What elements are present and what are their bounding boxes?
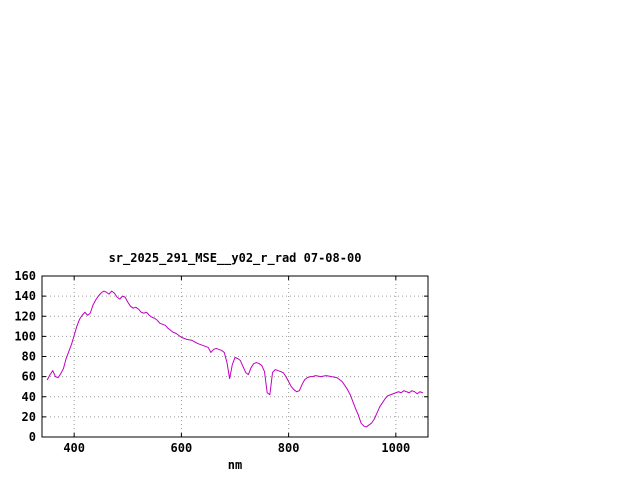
x-tick-label: 400 — [63, 441, 85, 455]
y-tick-label: 80 — [22, 350, 36, 364]
chart-title: sr_2025_291_MSE__y02_r_rad 07-08-00 — [109, 251, 362, 266]
y-tick-label: 140 — [14, 289, 36, 303]
y-tick-label: 40 — [22, 390, 36, 404]
y-tick-label: 100 — [14, 329, 36, 343]
x-tick-label: 1000 — [381, 441, 410, 455]
y-tick-label: 120 — [14, 309, 36, 323]
x-tick-label: 600 — [171, 441, 193, 455]
y-tick-label: 160 — [14, 269, 36, 283]
x-axis-label: nm — [228, 458, 242, 472]
data-line — [46, 290, 424, 428]
y-tick-label: 20 — [22, 410, 36, 424]
x-tick-label: 800 — [278, 441, 300, 455]
y-tick-label: 0 — [29, 430, 36, 444]
y-tick-label: 60 — [22, 370, 36, 384]
